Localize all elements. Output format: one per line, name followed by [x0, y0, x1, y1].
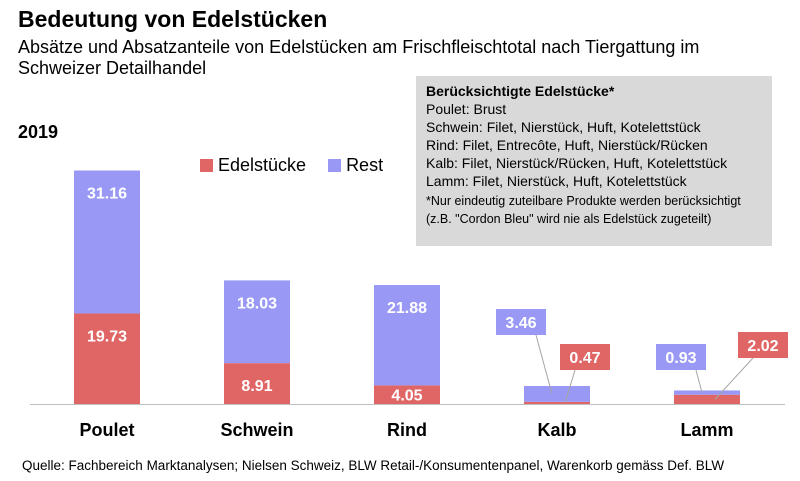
legend-item-edel: Edelstücke	[200, 155, 306, 176]
bar-edelstuecke-lamm	[674, 394, 740, 404]
x-tick-label: Poulet	[79, 420, 134, 440]
data-label-edel: 2.02	[747, 338, 778, 355]
bar-rest-schwein	[224, 280, 290, 364]
data-label-edel: 0.47	[569, 350, 600, 367]
callout-leader-edel	[564, 369, 576, 404]
bar-edelstuecke-kalb	[524, 401, 590, 404]
x-tick-label: Kalb	[537, 420, 576, 440]
bar-rest-rind	[374, 285, 440, 386]
chart-title: Bedeutung von Edelstücken	[18, 6, 328, 32]
data-label-edel: 4.05	[391, 388, 422, 405]
x-tick-label: Schwein	[220, 420, 293, 440]
data-label-rest: 0.93	[665, 350, 696, 367]
info-box-line: Poulet: Brust	[426, 101, 507, 117]
info-box-line: Lamm: Filet, Nierstück, Huft, Kotelettst…	[426, 173, 687, 189]
data-label-edel: 8.91	[241, 378, 272, 395]
data-label-box-rest	[656, 344, 706, 370]
bar-rest-poulet	[74, 170, 140, 314]
data-label-rest: 3.46	[505, 315, 536, 332]
x-tick-label: Lamm	[680, 420, 733, 440]
chart-subtitle: Absätze und Absatzanteile von Edelstücke…	[18, 37, 700, 78]
bar-edelstuecke-schwein	[224, 363, 290, 404]
data-label-box-edel	[738, 332, 788, 358]
x-tick-label: Rind	[387, 420, 427, 440]
bar-rest-lamm	[674, 390, 740, 395]
legend-label-rest: Rest	[346, 155, 384, 175]
data-label-rest: 18.03	[237, 295, 277, 312]
bar-edelstuecke-poulet	[74, 313, 140, 404]
legend-label-edel: Edelstücke	[218, 155, 307, 175]
callout-leader-rest	[535, 334, 553, 395]
info-box-note: *Nur eindeutig zuteilbare Produkte werde…	[426, 194, 741, 226]
callout-leader-rest	[695, 369, 703, 393]
source-note: Quelle: Fachbereich Marktanalysen; Niels…	[22, 458, 725, 473]
bar-edelstuecke-rind	[374, 385, 440, 404]
bar-rest-kalb	[524, 385, 590, 402]
data-label-box-rest	[496, 309, 546, 335]
legend-swatch-edel	[200, 159, 213, 172]
legend-swatch-rest	[328, 159, 342, 172]
data-label-rest: 31.16	[87, 186, 127, 203]
data-label-box-edel	[560, 344, 610, 370]
data-label-edel: 19.73	[87, 328, 127, 345]
year-label: 2019	[18, 122, 59, 142]
legend: Edelstücke Rest	[200, 155, 405, 176]
callout-leader-edel	[714, 357, 754, 400]
legend-item-rest: Rest	[328, 155, 383, 176]
info-box-title: Berücksichtigte Edelstücke*	[426, 83, 615, 99]
info-box-line: Rind: Filet, Entrecôte, Huft, Nierstück/…	[426, 137, 708, 153]
info-box-line: Kalb: Filet, Nierstück/Rücken, Huft, Kot…	[426, 155, 728, 171]
info-box-line: Schwein: Filet, Nierstück, Huft, Kotelet…	[426, 119, 701, 135]
info-box: Berücksichtigte Edelstücke* Poulet: Brus…	[416, 76, 772, 246]
data-label-rest: 21.88	[387, 300, 427, 317]
